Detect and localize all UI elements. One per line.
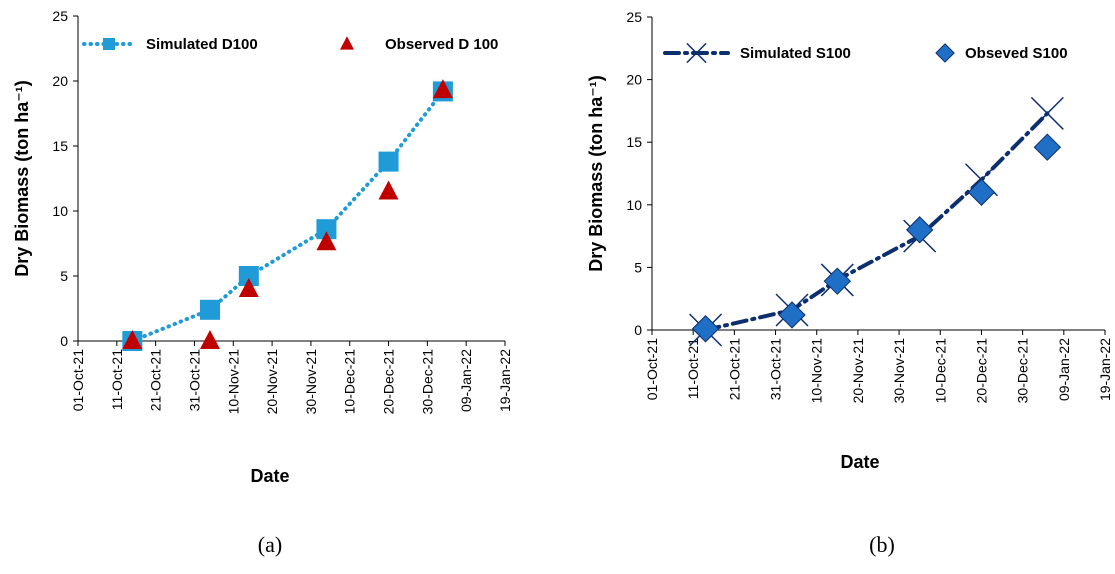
- marker-diamond: [691, 315, 720, 343]
- x-tick-label: 21-Oct-21: [726, 338, 742, 400]
- y-tick-label: 20: [52, 73, 68, 89]
- marker-square: [378, 151, 399, 172]
- x-tick-label: 19-Jan-22: [1097, 338, 1113, 401]
- y-tick-label: 20: [626, 72, 642, 88]
- marker-square: [316, 219, 337, 240]
- x-tick-label: 31-Oct-21: [768, 338, 784, 400]
- x-tick-label: 30-Nov-21: [303, 349, 319, 415]
- x-tick-label: 31-Oct-21: [186, 349, 202, 411]
- legend-label: Observed D 100: [385, 36, 498, 53]
- x-tick-label: 10-Nov-21: [225, 349, 241, 415]
- legend-label: Simulated D100: [146, 36, 258, 53]
- y-axis-label: Dry Biomass (ton ha⁻¹): [586, 75, 606, 272]
- y-tick-label: 5: [634, 259, 642, 275]
- marker-x: [1030, 96, 1064, 130]
- y-tick-label: 10: [626, 197, 642, 213]
- caption: (b): [869, 532, 895, 557]
- x-tick-label: 21-Oct-21: [148, 349, 164, 411]
- marker-x: [686, 42, 707, 64]
- y-tick-label: 15: [626, 134, 642, 150]
- x-tick-label: 01-Oct-21: [644, 338, 660, 400]
- marker-diamond: [778, 301, 806, 329]
- legend-item: Simulated S100: [663, 42, 851, 64]
- marker-triangle: [340, 36, 354, 50]
- marker-diamond: [1033, 133, 1062, 161]
- x-tick-label: 09-Jan-22: [458, 349, 474, 412]
- x-tick-label: 19-Jan-22: [497, 349, 513, 412]
- marker-square: [103, 38, 115, 50]
- marker-triangle: [432, 79, 453, 99]
- marker-diamond: [935, 43, 955, 63]
- x-tick-label: 10-Dec-21: [932, 338, 948, 404]
- series-line: [703, 111, 1050, 332]
- marker-diamond: [905, 216, 934, 244]
- x-tick-label: 09-Jan-22: [1056, 338, 1072, 401]
- x-axis-label: Date: [250, 466, 289, 486]
- marker-triangle: [122, 330, 143, 349]
- y-tick-label: 5: [60, 268, 68, 284]
- marker-diamond: [967, 178, 996, 206]
- x-tick-label: 11-Oct-21: [109, 349, 125, 410]
- x-tick-label: 20-Nov-21: [850, 338, 866, 404]
- x-tick-label: 20-Dec-21: [973, 338, 989, 404]
- y-tick-label: 10: [52, 203, 68, 219]
- series-line: [130, 89, 445, 343]
- marker-diamond: [823, 267, 852, 295]
- legend-label: Simulated S100: [740, 45, 851, 62]
- marker-triangle: [199, 330, 220, 349]
- x-tick-label: 01-Oct-21: [70, 349, 86, 411]
- y-tick-label: 15: [52, 138, 68, 154]
- x-axis-label: Date: [840, 452, 879, 472]
- chart: 0 5 10 15 20 25 01-Oct-21 11-Oct-21 21-Oct-21 31-…: [586, 9, 1113, 557]
- y-tick-label: 0: [634, 322, 642, 338]
- x-tick-label: 20-Dec-21: [381, 349, 397, 415]
- legend-item: Observed D 100: [340, 36, 498, 53]
- marker-triangle: [316, 231, 337, 251]
- marker-triangle: [378, 180, 399, 200]
- legend-item: Simulated D100: [82, 36, 258, 53]
- chart: 0 5 10 15 20 25 01-Oct-21 11-Oct-21 21-Oct-21 31-…: [12, 8, 513, 557]
- x-tick-label: 10-Nov-21: [809, 338, 825, 404]
- y-tick-label: 25: [626, 9, 642, 25]
- y-tick-label: 25: [52, 8, 68, 24]
- x-tick-label: 20-Nov-21: [264, 349, 280, 415]
- legend-label: Obseved S100: [965, 45, 1068, 62]
- x-tick-label: 11-Oct-21: [685, 338, 701, 399]
- x-tick-label: 30-Dec-21: [1015, 338, 1031, 404]
- x-tick-label: 10-Dec-21: [342, 349, 358, 415]
- marker-square: [199, 299, 220, 320]
- y-tick-label: 0: [60, 333, 68, 349]
- x-tick-label: 30-Dec-21: [419, 349, 435, 415]
- x-tick-label: 30-Nov-21: [891, 338, 907, 404]
- legend-item: Obseved S100: [935, 43, 1068, 63]
- y-axis-label: Dry Biomass (ton ha⁻¹): [12, 80, 32, 277]
- caption: (a): [258, 532, 282, 557]
- marker-square: [238, 266, 259, 286]
- marker-triangle: [238, 278, 259, 297]
